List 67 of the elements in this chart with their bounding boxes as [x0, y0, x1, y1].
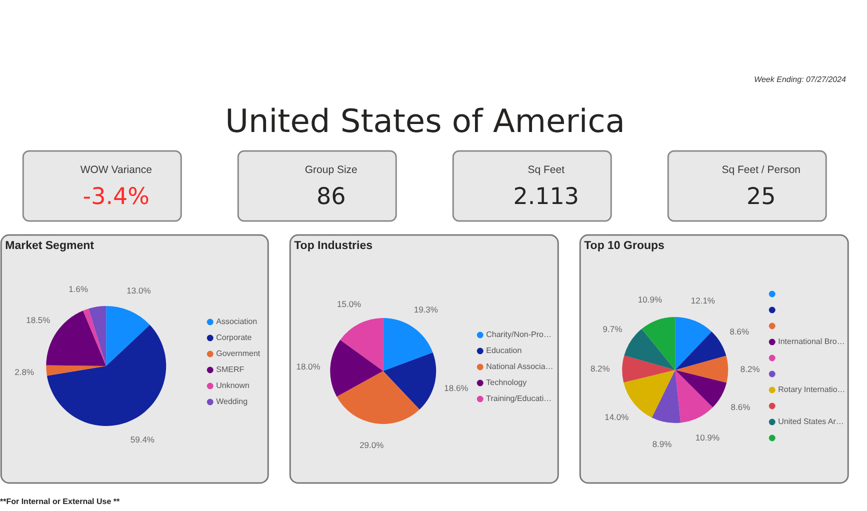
legend-label: United States Ar… [778, 417, 844, 426]
pie-slice [675, 370, 713, 423]
pie-slice [46, 365, 106, 376]
text: United States of America [225, 102, 625, 140]
data-label: 18.6% [444, 382, 469, 393]
pie-slice [330, 340, 384, 397]
data-label: 14.0% [604, 412, 630, 422]
data-label: 18.5% [26, 315, 51, 326]
legend-label: Training/Educati… [486, 394, 552, 403]
text: 86 [316, 184, 346, 210]
data-label: 1.6% [68, 284, 88, 294]
text: Group Size [304, 164, 358, 176]
pie-slice [675, 317, 712, 370]
data-label: 8.2% [740, 364, 760, 374]
data-label: 59.4% [130, 434, 155, 445]
data-label: 8.6% [730, 402, 751, 412]
data-label: 2.8% [14, 367, 34, 378]
pie-slice [46, 324, 166, 426]
legend-label: Unknown [216, 381, 250, 390]
legend-label: Corporate [216, 333, 252, 342]
legend-label: International Bro… [778, 337, 845, 346]
chart-title: Top Industries [294, 240, 372, 252]
text: Sq Feet [528, 164, 565, 176]
data-label: 10.9% [638, 294, 662, 304]
text: Week Ending: 07/27/2024 [754, 75, 847, 84]
data-label: 8.2% [590, 363, 610, 374]
pie-slice [383, 352, 436, 410]
pie-slice [622, 355, 676, 382]
data-label: 13.0% [126, 286, 152, 296]
data-label: 8.6% [730, 326, 750, 336]
legend-label: Wedding [216, 397, 248, 406]
data-label: 18.0% [296, 361, 321, 372]
data-label: 8.9% [652, 438, 672, 449]
text: Sq Feet / Person [722, 164, 801, 176]
chart-title: Top 10 Groups [584, 240, 664, 252]
text: WOW Variance [80, 164, 152, 176]
pie-slice [675, 356, 728, 383]
text: **For Internal or External Use ** [0, 497, 120, 506]
pie-slice [675, 332, 726, 370]
legend-label: Association [216, 317, 258, 326]
data-label: 12.1% [690, 295, 716, 306]
pie-slice [336, 371, 420, 424]
text: 25 [746, 184, 776, 210]
legend-label: Rotary Internatio… [778, 385, 846, 394]
pie-slice [383, 318, 433, 371]
data-label: 9.7% [602, 324, 623, 334]
data-label: 29.0% [360, 440, 384, 450]
text: 2.113 [513, 184, 580, 210]
pie-slice [675, 370, 727, 408]
legend-label: Technology [486, 378, 527, 387]
pie-slice [88, 306, 106, 366]
legend-label: Charity/Non-Pro… [486, 330, 552, 339]
data-label: 19.3% [414, 304, 438, 314]
pie-slice [652, 370, 681, 423]
legend-label: Government [216, 349, 261, 358]
text: -3.4% [82, 184, 150, 210]
pie-slice [106, 306, 150, 366]
data-label: 15.0% [336, 299, 362, 310]
data-label: 10.9% [695, 432, 720, 443]
pie-slice [82, 308, 106, 366]
legend-label: Education [486, 346, 522, 355]
legend-label: SMERF [216, 365, 244, 374]
pie-slice [624, 328, 676, 370]
chart-title: Market Segment [5, 240, 94, 252]
pie-slice [340, 318, 384, 371]
pie-slice [642, 317, 676, 370]
legend-label: National Associa… [486, 362, 554, 371]
